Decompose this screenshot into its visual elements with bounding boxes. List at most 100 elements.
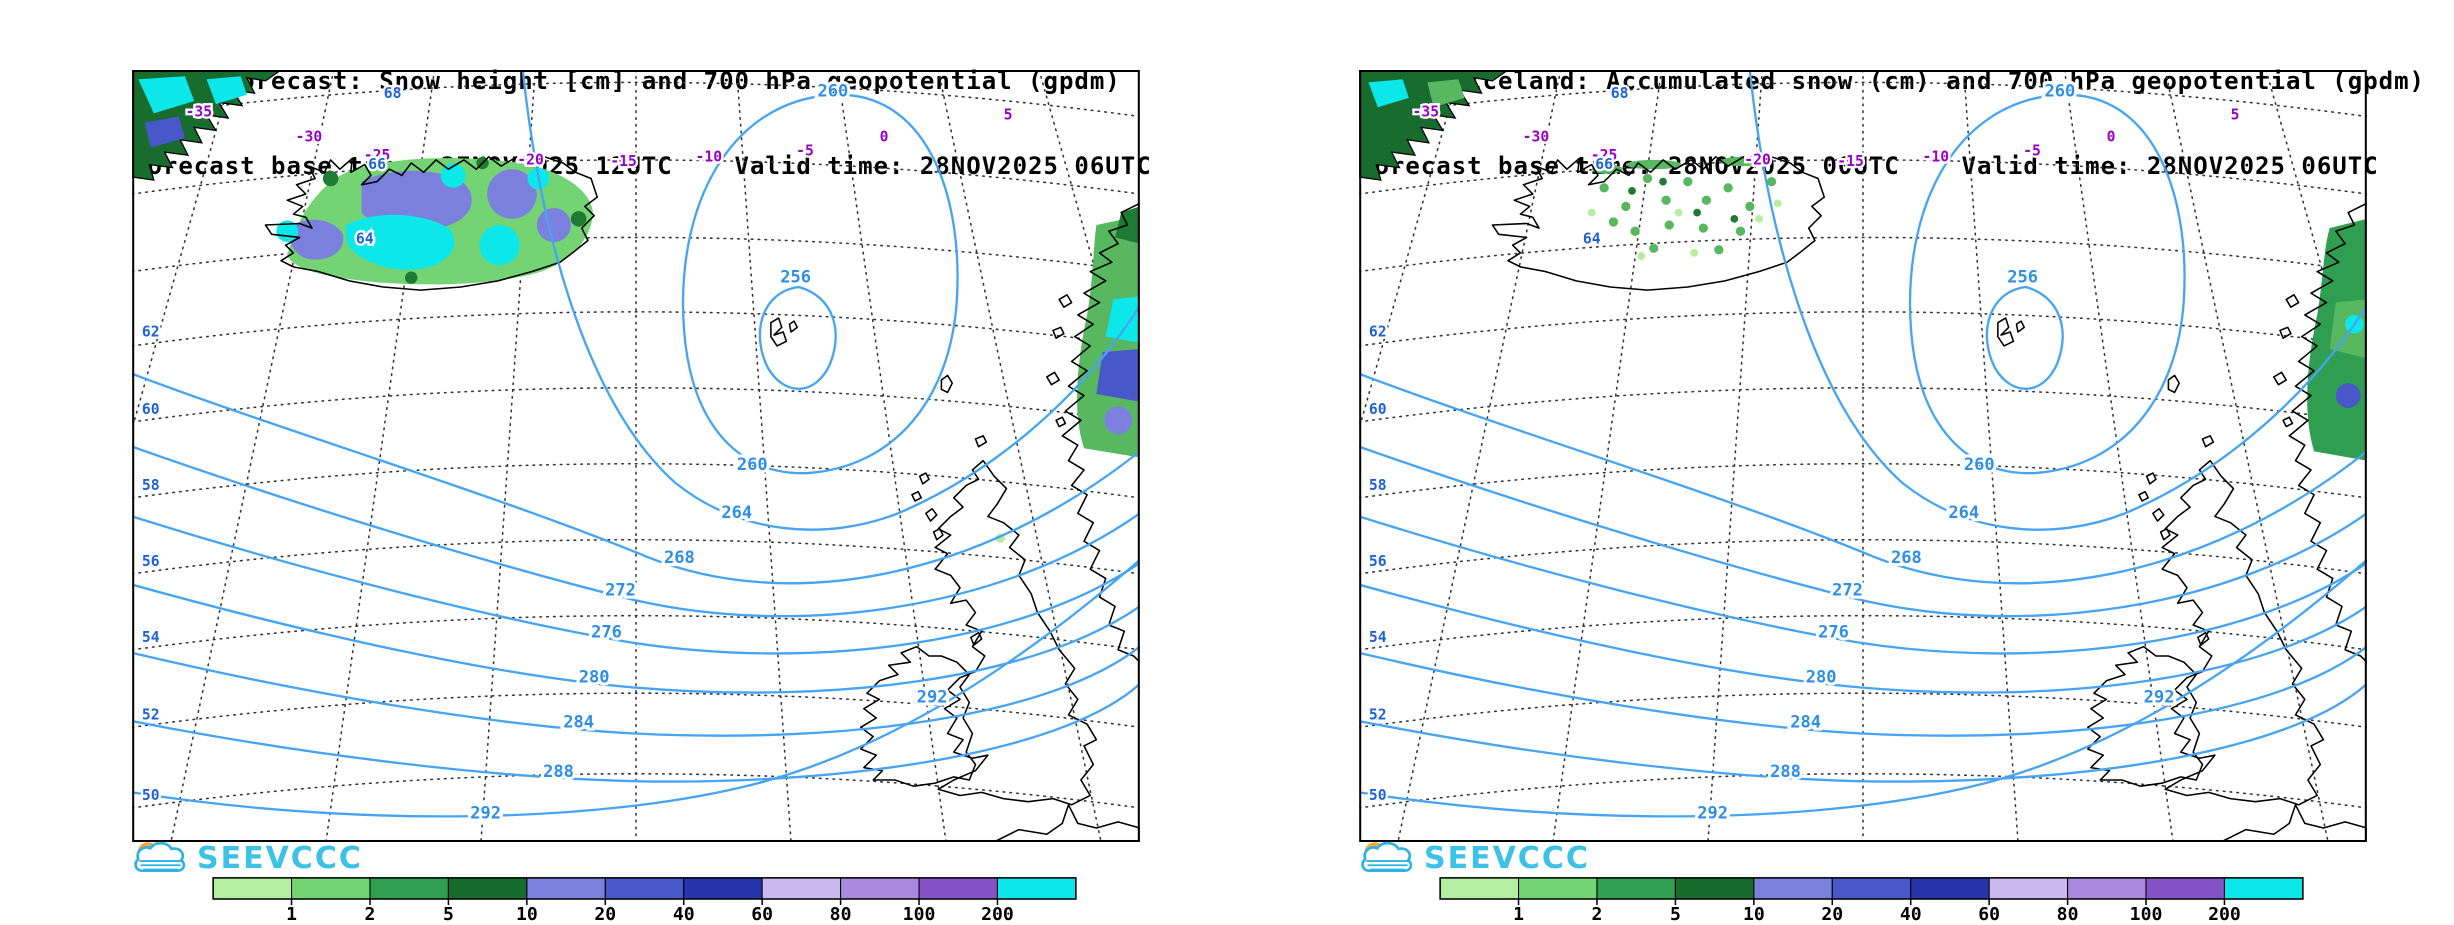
logo-text: SEEVCCC xyxy=(197,840,363,876)
colorbar-segment xyxy=(1596,877,1676,900)
latitude-label: 58 xyxy=(1369,477,1387,494)
longitude-label: 0 xyxy=(880,128,889,145)
colorbar-segments xyxy=(1439,877,2304,900)
colorbar-segment xyxy=(1831,877,1912,900)
cloud-logo-icon xyxy=(1361,841,1413,873)
colorbar-segment xyxy=(526,877,606,900)
map-dream8: -35 -30 -25 -20 -15 -10 -5 0 5 68 66 64 62 60 58 56 54 5… xyxy=(1359,70,2367,842)
latitude-label: 62 xyxy=(1369,324,1387,341)
latitude-label: 56 xyxy=(1369,553,1387,570)
latitude-label: 56 xyxy=(142,553,160,570)
colorbar-tick-label: 100 xyxy=(2130,904,2163,922)
contour-value-labels: 260 256 260 264 268 272 276 280 284 288 292 292 xyxy=(467,78,950,827)
contour-label: 272 xyxy=(605,581,636,601)
longitude-label: -5 xyxy=(796,142,814,159)
colorbar-tick-label: 80 xyxy=(830,904,852,922)
longitude-label: 5 xyxy=(1004,107,1013,124)
latitude-label: 60 xyxy=(1369,401,1387,418)
colorbar-segment xyxy=(761,877,842,900)
contour-label: 284 xyxy=(1790,712,1821,732)
colorbar-ticks: 1 2 5 10 20 40 60 80 100 200 xyxy=(286,899,1014,922)
colorbar-tick-label: 10 xyxy=(1743,904,1765,922)
contour-label: 260 xyxy=(1964,455,1995,475)
latitude-label: 50 xyxy=(142,787,160,804)
colorbar-segment xyxy=(212,877,293,900)
latitude-label: 64 xyxy=(1583,231,1601,248)
colorbar-segment xyxy=(1439,877,1520,900)
colorbar-tick-label: 200 xyxy=(2208,904,2241,922)
colorbar-segment xyxy=(2145,877,2225,900)
contour-label: 292 xyxy=(917,687,948,707)
longitude-label: -20 xyxy=(517,152,544,169)
colorbar-tick-label: 2 xyxy=(1592,904,1603,922)
contour-label: 292 xyxy=(2144,687,2175,707)
latitude-label: 66 xyxy=(368,156,386,173)
colorbar-tick-label: 200 xyxy=(981,904,1014,922)
longitude-label: -20 xyxy=(1744,152,1771,169)
longitude-label: -10 xyxy=(1923,148,1950,165)
contour-label: 284 xyxy=(563,712,594,732)
colorbar-segment xyxy=(683,877,763,900)
colorbar-segments xyxy=(212,877,1077,900)
contour-label: 280 xyxy=(1806,667,1837,687)
contour-label: 276 xyxy=(1818,622,1849,642)
longitude-label: -5 xyxy=(2023,142,2041,159)
contour-label: 256 xyxy=(780,267,811,287)
colorbar-tick-label: 80 xyxy=(2057,904,2079,922)
contour-label: 280 xyxy=(579,667,610,687)
contour-label: 260 xyxy=(817,81,848,101)
latitude-label: 54 xyxy=(1369,629,1387,646)
cloud-logo-icon xyxy=(134,841,186,873)
colorbar-segment xyxy=(1988,877,2069,900)
snow-colorbar: 1 2 5 10 20 40 60 80 100 200 xyxy=(212,877,1077,922)
map-frame xyxy=(132,70,1140,842)
contour-label: 288 xyxy=(543,762,574,782)
colorbar-tick-label: 100 xyxy=(903,904,936,922)
latitude-label: 52 xyxy=(142,707,160,724)
latitude-labels: 68 66 64 62 60 58 56 54 52 50 xyxy=(1367,83,1631,807)
longitude-label: -10 xyxy=(696,148,723,165)
latitude-label: 52 xyxy=(1369,707,1387,724)
seevccc-logo: SEEVCCC xyxy=(1359,838,1590,878)
contour-label: 264 xyxy=(1948,503,1979,523)
panel-dream8: DREAM8-Iceland: Accumulated snow (cm) an… xyxy=(1227,0,2454,925)
colorbar-tick-label: 40 xyxy=(673,904,695,922)
colorbar-segment xyxy=(369,877,449,900)
contour-label: 268 xyxy=(664,548,695,568)
latitude-label: 66 xyxy=(1595,156,1613,173)
latitude-label: 50 xyxy=(1369,787,1387,804)
seevccc-logo: SEEVCCC xyxy=(132,838,363,878)
contour-label: 276 xyxy=(591,622,622,642)
colorbar-segment xyxy=(840,877,920,900)
contour-label: 272 xyxy=(1832,581,1863,601)
latitude-label: 68 xyxy=(1611,85,1629,102)
longitude-labels: -35 -30 -25 -20 -15 -10 -5 0 5 xyxy=(183,101,1015,172)
colorbar-tick-label: 40 xyxy=(1900,904,1922,922)
colorbar-segment xyxy=(2223,877,2304,900)
panel-ecmwf: ECMWF forecast: Snow height [cm] and 700… xyxy=(132,67,1151,922)
latitude-label: 54 xyxy=(142,629,160,646)
snow-shading-ecmwf xyxy=(138,76,1140,543)
contour-label: 292 xyxy=(470,804,501,824)
colorbar-segment xyxy=(291,877,371,900)
snow-colorbar: 1 2 5 10 20 40 60 80 100 200 xyxy=(1439,877,2304,922)
latitude-label: 62 xyxy=(142,324,160,341)
colorbar-segment xyxy=(996,877,1077,900)
longitude-label: -25 xyxy=(1591,147,1618,164)
colorbar-segment xyxy=(447,877,528,900)
latitude-labels: 68 66 64 62 60 58 56 54 52 50 xyxy=(140,83,404,807)
colorbar-tick-label: 20 xyxy=(1821,904,1843,922)
longitude-label: -30 xyxy=(296,128,323,145)
longitude-label: -35 xyxy=(1413,104,1440,121)
contour-label: 292 xyxy=(1697,804,1728,824)
colorbar-segment xyxy=(1674,877,1755,900)
latitude-label: 58 xyxy=(142,477,160,494)
latitude-label: 68 xyxy=(384,85,402,102)
colorbar-tick-label: 1 xyxy=(286,904,297,922)
colorbar-tick-label: 5 xyxy=(1670,904,1681,922)
colorbar-tick-label: 1 xyxy=(1513,904,1524,922)
latitude-label: 64 xyxy=(356,231,374,248)
longitude-label: -15 xyxy=(610,153,637,170)
latitude-label: 60 xyxy=(142,401,160,418)
